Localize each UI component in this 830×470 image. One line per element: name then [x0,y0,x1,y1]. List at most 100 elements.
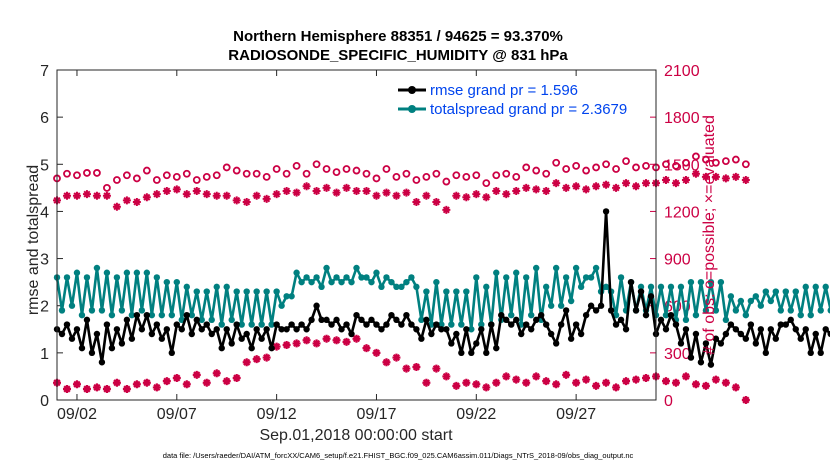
obs-low-point [332,336,341,345]
spread-point [503,274,510,281]
chart-title-line1: Northern Hemisphere 88351 / 94625 = 93.3… [233,28,563,45]
spread-point [253,288,260,295]
obs-low-point [412,363,421,371]
obs-low-point [681,372,690,381]
spread-point [463,288,470,295]
rmse-point [537,311,545,319]
obs-possible-point [222,163,231,172]
y-left-tick-label: 1 [40,346,49,363]
rmse-point [752,340,760,347]
rmse-point [677,340,685,347]
obs-evaluated-point [402,188,411,197]
obs-possible-point [542,169,551,178]
rmse-point [203,321,210,328]
rmse-point [692,330,700,338]
rmse-point [148,330,156,338]
obs-evaluated-point [212,191,221,200]
obs-evaluated-point [642,179,651,188]
rmse-point [767,326,775,333]
spread-point [478,321,485,328]
spread-point [68,302,76,309]
rmse-point [712,335,720,342]
obs-possible-point [572,161,581,170]
rmse-point [612,321,620,328]
spread-point [308,278,315,286]
obs-possible-point [492,171,501,180]
obs-low-point [392,353,401,362]
spread-point [757,302,765,309]
rmse-point [238,335,245,342]
rmse-point [338,326,345,333]
spread-point [458,321,465,328]
obs-low-point [522,378,531,387]
rmse-point [827,330,830,338]
spread-point [108,311,116,319]
rmse-point [268,344,275,352]
obs-evaluated-point [492,187,501,195]
spread-point [78,311,86,319]
x-tick-label: 09/02 [57,406,97,423]
y-right-tick-label: 300 [664,346,691,363]
rmse-point [123,316,131,324]
obs-possible-point [512,172,521,181]
rmse-point [233,321,240,328]
obs-possible-point [262,172,271,181]
rmse-point [283,326,290,333]
obs-evaluated-point [452,191,461,200]
rmse-point [68,335,76,342]
spread-point [248,321,255,328]
obs-possible-point [202,172,211,181]
obs-possible-point [172,172,181,181]
rmse-point [223,326,230,333]
obs-evaluated-point [661,176,670,184]
obs-low-point [612,383,621,392]
spread-point [582,274,590,281]
spread-point [602,283,610,291]
y-right-tick-label: 0 [664,393,673,410]
obs-low-point [372,348,381,357]
obs-low-point [582,375,591,384]
obs-evaluated-point [731,172,740,181]
rmse-point [108,344,116,352]
spread-point [138,307,146,314]
spread-point [797,311,804,319]
obs-low-point [542,377,551,386]
rmse-point [762,349,770,357]
spread-point [223,283,230,291]
obs-evaluated-point [711,172,720,181]
rmse-point [637,288,645,295]
spread-point [83,274,91,281]
rmse-point [188,330,195,338]
rmse-point [128,335,136,342]
obs-possible-point [342,165,351,173]
rmse-point [248,344,255,352]
rmse-point [228,340,235,347]
rmse-point [493,344,500,352]
obs-low-point [262,353,271,362]
obs-evaluated-point [522,183,531,192]
obs-possible-point [282,169,291,178]
y-right-tick-label: 1800 [664,110,700,127]
rmse-point [423,316,430,324]
spread-point [193,288,200,295]
x-tick-label: 09/17 [356,406,396,423]
obs-low-point [202,378,211,387]
spread-point [473,274,480,281]
y-left-tick-label: 4 [40,204,49,221]
obs-evaluated-point [262,194,271,203]
obs-low-point [112,378,121,387]
y-left-tick-label: 5 [40,157,49,174]
obs-evaluated-point [691,169,700,178]
obs-low-point [572,378,581,387]
rmse-point [822,326,829,333]
rmse-point [627,278,635,286]
spread-point [128,311,136,319]
rmse-point [607,307,615,314]
spread-point [742,311,750,319]
spread-point [198,316,205,324]
obs-low-point [382,358,391,367]
spread-point [328,278,335,286]
rmse-point [782,321,789,328]
spread-point [163,278,171,286]
spread-point [358,274,365,281]
